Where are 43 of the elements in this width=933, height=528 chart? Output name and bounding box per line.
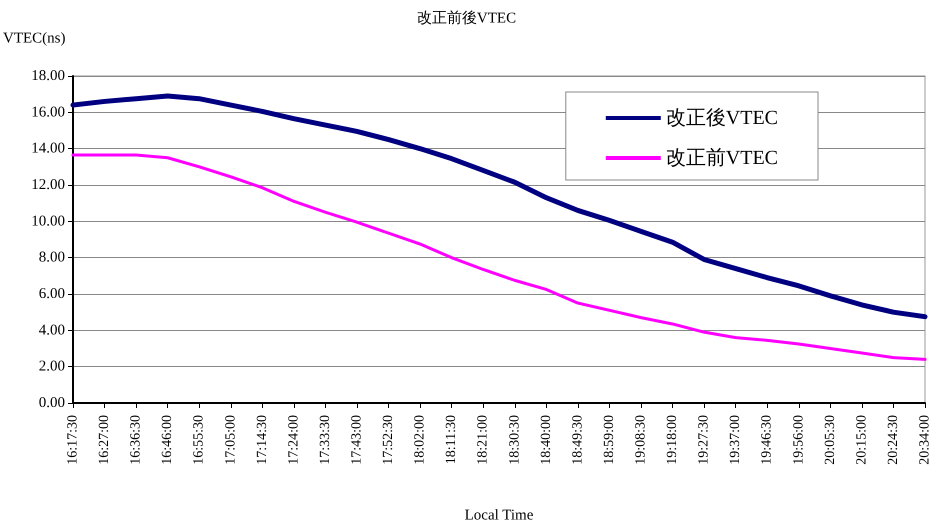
y-tick-label: 10.00: [31, 213, 65, 230]
y-axis-title: VTEC(ns): [3, 30, 66, 46]
x-tick-label: 17:05:00: [223, 415, 238, 465]
x-tick-label: 17:14:30: [254, 415, 270, 465]
x-tick-label: 18:11:30: [444, 415, 460, 464]
x-tick-label: 19:18:00: [665, 415, 680, 465]
chart-title: 改正前後VTEC: [416, 10, 516, 26]
x-tick-label: 16:36:30: [128, 415, 144, 465]
x-tick-label: 17:43:00: [350, 415, 364, 465]
x-tick-label: 17:24:00: [286, 415, 302, 465]
legend-label: 改正後VTEC: [666, 107, 778, 129]
y-tick-label: 4.00: [38, 322, 65, 338]
x-tick-label: 18:21:00: [476, 415, 491, 465]
x-tick-label: 16:17:30: [66, 415, 80, 465]
x-tick-label: 20:05:30: [822, 415, 838, 465]
legend-label: 改正前VTEC: [666, 147, 778, 169]
x-tick-label: 18:59:00: [602, 415, 617, 465]
x-tick-label: 19:27:30: [696, 415, 712, 465]
y-tick-label: 8.00: [38, 250, 65, 266]
x-tick-label: 19:08:30: [634, 415, 648, 465]
y-tick-label: 12.00: [31, 177, 65, 193]
x-tick-label: 17:52:30: [381, 415, 396, 465]
x-tick-label: 20:34:00: [918, 415, 932, 465]
x-tick-label: 19:37:00: [728, 415, 744, 465]
y-tick-label: 6.00: [38, 286, 65, 302]
x-tick-label: 18:02:00: [412, 415, 428, 465]
y-tick-label: 14.00: [31, 140, 65, 157]
x-tick-label: 18:40:00: [538, 415, 554, 465]
x-tick-label: 16:55:30: [192, 415, 207, 465]
y-tick-label: 0.00: [38, 395, 65, 411]
x-tick-label: 20:24:30: [886, 415, 901, 465]
x-tick-label: 16:46:00: [160, 415, 176, 465]
y-tick-label: 2.00: [38, 358, 65, 375]
y-tick-label: 18.00: [31, 68, 65, 84]
x-tick-label: 16:27:00: [97, 415, 112, 465]
x-tick-label: 18:49:30: [570, 415, 586, 465]
x-tick-label: 18:30:30: [507, 415, 522, 465]
x-tick-label: 17:33:30: [318, 415, 333, 465]
x-tick-label: 19:46:30: [760, 415, 775, 465]
x-tick-label: 20:15:00: [854, 415, 870, 465]
x-axis-title: Local Time: [464, 508, 534, 524]
x-tick-label: 19:56:00: [791, 415, 806, 465]
y-tick-label: 16.00: [31, 104, 65, 120]
